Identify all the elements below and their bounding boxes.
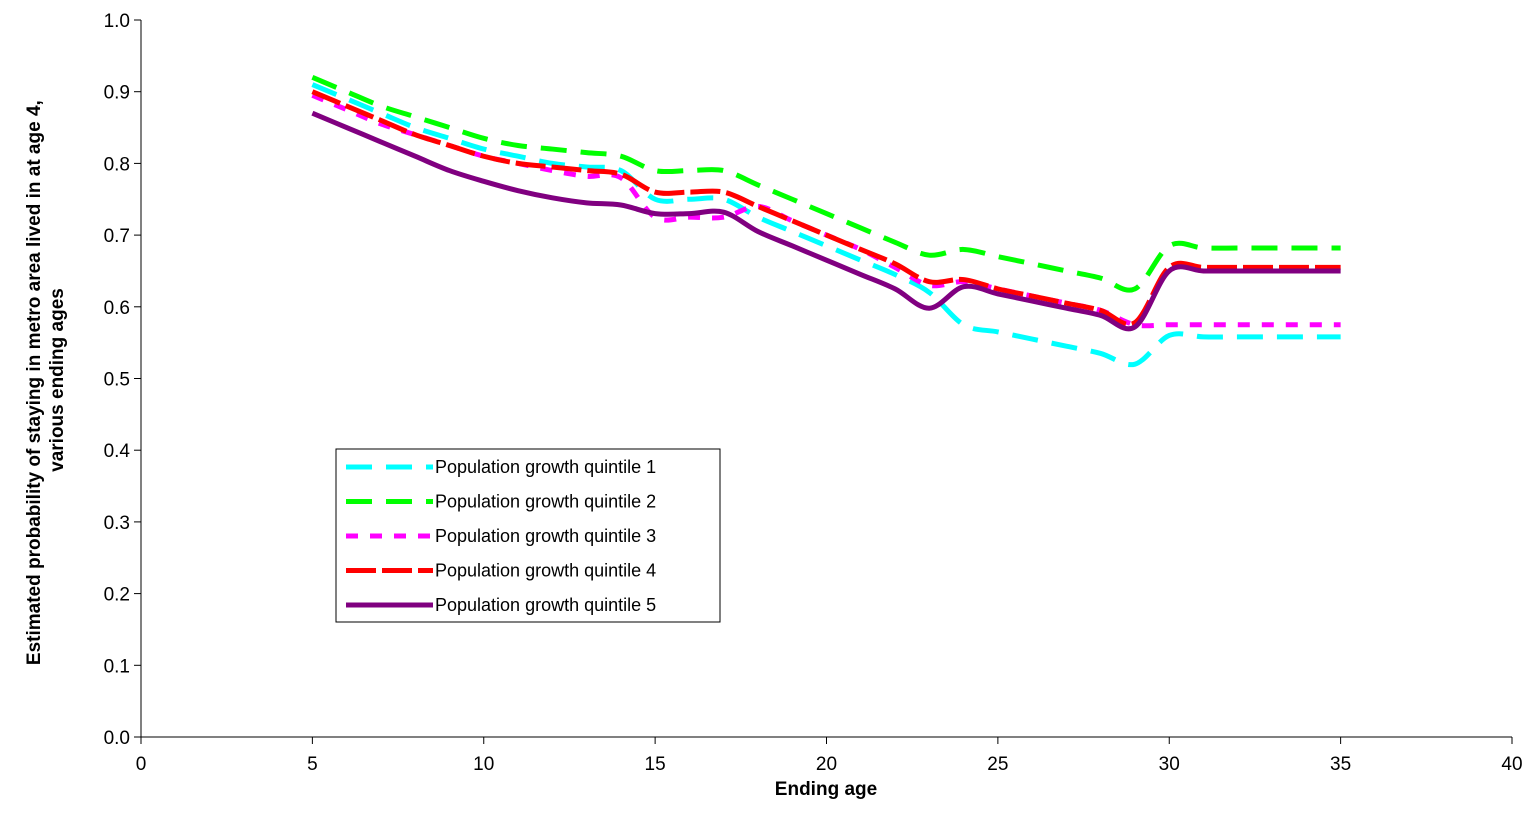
y-tick-label: 0.8 [104, 154, 130, 175]
x-tick-label: 20 [816, 754, 837, 775]
legend-label-quintile-1: Population growth quintile 1 [435, 457, 656, 477]
y-axis-title-line-1: Estimated probability of staying in metr… [24, 100, 45, 665]
x-tick-label: 35 [1330, 754, 1351, 775]
legend-label-quintile-3: Population growth quintile 3 [435, 526, 656, 546]
y-tick-label: 0.3 [104, 513, 130, 534]
y-tick-label: 0.9 [104, 83, 130, 104]
y-axis-title: Estimated probability of staying in metr… [24, 95, 68, 665]
legend-label-quintile-5: Population growth quintile 5 [435, 595, 656, 615]
y-tick-label: 0.5 [104, 370, 130, 391]
x-tick-label: 15 [645, 754, 666, 775]
y-tick-label: 0.4 [104, 441, 131, 462]
y-tick-label: 0.6 [104, 298, 130, 319]
y-tick-label: 0.1 [104, 656, 130, 677]
series-layer [311, 75, 1341, 368]
legend: Population growth quintile 1 Population g… [335, 448, 721, 623]
x-axis-title: Ending age [775, 779, 877, 800]
x-tick-label: 0 [136, 754, 147, 775]
x-tick-label: 40 [1501, 754, 1522, 775]
series-line-quintile-3 [311, 92, 1341, 329]
y-tick-label: 0.2 [104, 585, 130, 606]
x-axis: 0 5 10 15 20 25 30 35 40 [136, 736, 1523, 775]
legend-label-quintile-2: Population growth quintile 2 [435, 492, 656, 512]
x-tick-label: 10 [473, 754, 494, 775]
legend-items: Population growth quintile 1 Population g… [346, 457, 656, 615]
x-tick-label: 5 [307, 754, 318, 775]
legend-label-quintile-4: Population growth quintile 4 [435, 561, 656, 581]
y-axis: 0.0 0.1 0.2 0.3 0.4 0.5 0.6 0.7 0.8 0.9 1.0 [104, 11, 142, 749]
x-tick-label: 30 [1159, 754, 1180, 775]
series-line-quintile-5 [311, 110, 1341, 332]
y-tick-label: 0.7 [104, 226, 130, 247]
series-line-quintile-4 [311, 89, 1341, 327]
y-tick-label: 1.0 [104, 11, 130, 32]
series-line-quintile-1 [311, 82, 1341, 368]
y-tick-label: 0.0 [104, 728, 130, 749]
y-axis-title-line-2: various ending ages [47, 288, 68, 472]
series-line-quintile-2 [311, 75, 1341, 293]
x-tick-label: 25 [987, 754, 1008, 775]
